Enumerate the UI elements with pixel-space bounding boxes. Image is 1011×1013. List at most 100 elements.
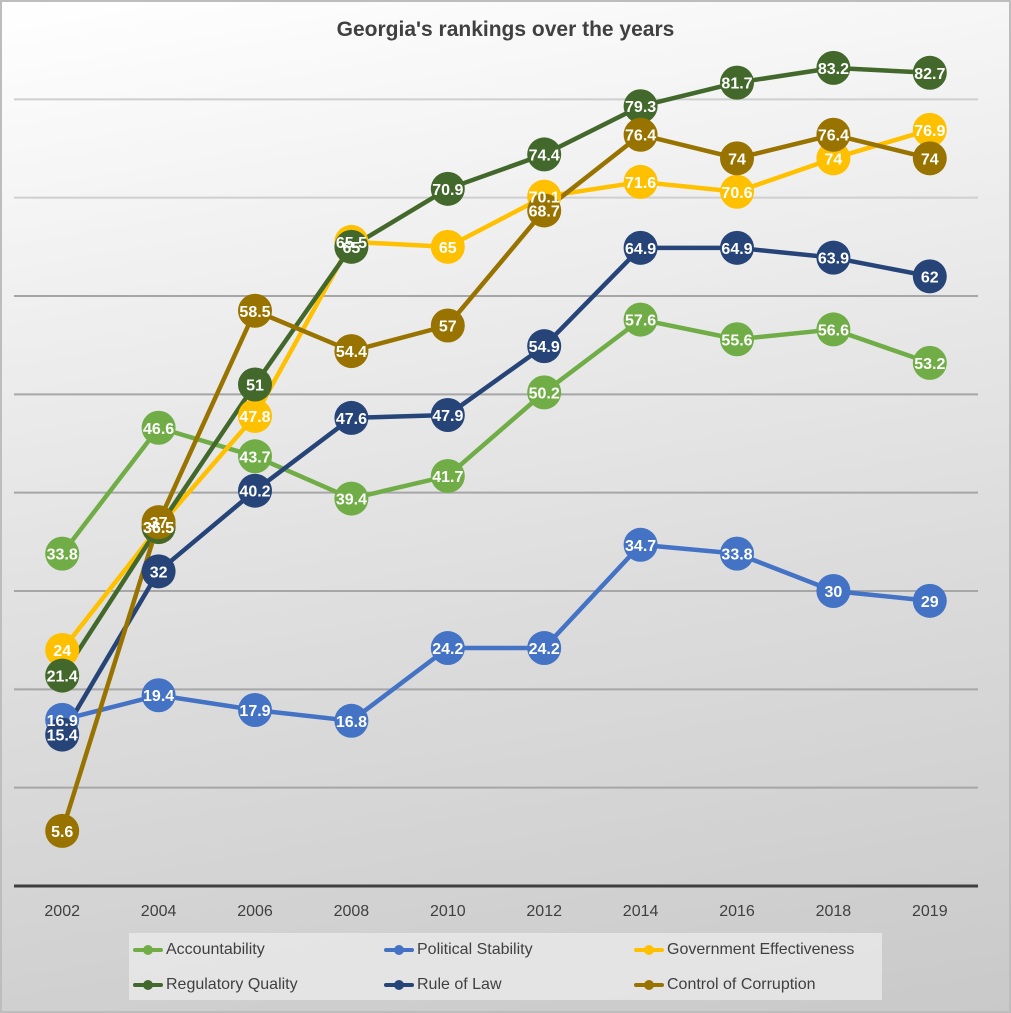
data-label: 41.7 — [432, 469, 463, 486]
data-point — [334, 334, 369, 369]
data-point — [238, 473, 272, 508]
data-label: 74 — [921, 151, 939, 168]
data-point — [334, 400, 369, 435]
series-lines — [60, 65, 931, 832]
data-label: 81.7 — [721, 76, 752, 93]
x-tick-label: 2004 — [141, 903, 177, 920]
legend-item: Political Stability — [382, 939, 533, 961]
data-label: 53.2 — [914, 356, 945, 373]
data-point — [527, 329, 562, 364]
data-label: 24.2 — [432, 641, 463, 658]
data-label: 30 — [825, 584, 843, 601]
data-label: 29 — [921, 594, 939, 611]
series-line-government-effectiveness — [60, 127, 931, 652]
x-tick-label: 2019 — [912, 903, 948, 920]
data-label: 65.5 — [336, 235, 367, 252]
data-point — [912, 55, 947, 90]
data-label: 32 — [150, 564, 168, 581]
gridlines — [14, 98, 978, 789]
data-point — [816, 240, 851, 275]
x-tick-label: 2016 — [719, 903, 755, 920]
data-label: 62 — [921, 269, 939, 286]
data-label: 83.2 — [818, 61, 849, 78]
data-point — [141, 678, 176, 713]
legend-item: Regulatory Quality — [131, 974, 298, 996]
data-label: 33.8 — [47, 547, 78, 564]
legend-swatch — [632, 974, 664, 996]
data-label: 54.9 — [529, 339, 560, 356]
data-label: 24.2 — [529, 641, 560, 658]
x-tick-label: 2012 — [526, 903, 562, 920]
data-label: 43.7 — [239, 449, 270, 466]
data-point — [430, 171, 465, 206]
data-label: 65 — [343, 240, 361, 257]
data-label: 58.5 — [239, 304, 270, 321]
data-point — [141, 505, 176, 540]
data-point — [623, 527, 658, 562]
data-point — [623, 89, 658, 124]
legend-swatch — [382, 974, 414, 996]
data-label: 55.6 — [721, 332, 752, 349]
data-point — [430, 458, 465, 493]
chart-title: Georgia's rankings over the years — [336, 18, 675, 41]
data-label: 34.7 — [625, 538, 656, 555]
legend-item: Control of Corruption — [632, 974, 816, 996]
data-label: 36.5 — [143, 520, 174, 537]
legend-item: Accountability — [131, 939, 265, 961]
data-label: 57.6 — [625, 313, 656, 330]
data-point — [45, 633, 80, 667]
data-label: 64.9 — [721, 241, 752, 258]
data-label: 56.6 — [818, 322, 849, 339]
data-point — [720, 65, 754, 100]
data-label: 74 — [728, 151, 746, 168]
data-point — [334, 229, 369, 264]
data-point — [720, 536, 754, 571]
data-label: 19.4 — [143, 688, 174, 705]
data-label: 33.8 — [721, 547, 752, 564]
data-point — [141, 554, 176, 589]
legend-swatch — [131, 939, 163, 961]
data-point — [141, 410, 176, 445]
data-label: 47.6 — [336, 411, 367, 428]
data-point — [912, 112, 947, 147]
data-point — [720, 230, 754, 265]
data-label: 24 — [53, 643, 71, 660]
data-point — [430, 397, 465, 432]
data-label: 68.7 — [529, 203, 560, 220]
data-point — [720, 174, 754, 209]
x-tick-labels: 2002 2004 2006 2008 2010 2012 2014 2016 2018 2019 — [44, 903, 947, 920]
x-tick-label: 2014 — [623, 903, 659, 920]
data-label: 21.4 — [47, 669, 78, 686]
data-labels: 33.8 46.6 43.7 39.4 41.7 50.2 57.6 55.6 56.6 53.2… — [47, 61, 946, 841]
data-point — [238, 367, 272, 402]
series-markers — [45, 50, 947, 848]
data-point — [238, 439, 272, 474]
data-point — [623, 164, 658, 199]
data-point — [816, 312, 851, 347]
data-label: 51 — [246, 378, 264, 395]
legend-label: Regulatory Quality — [166, 976, 298, 993]
legend-label: Control of Corruption — [667, 976, 816, 993]
data-label: 74.4 — [529, 147, 560, 164]
data-point — [238, 398, 272, 433]
data-label: 70.9 — [432, 182, 463, 199]
series-line-regulatory-quality — [60, 65, 930, 677]
data-point — [430, 229, 465, 264]
legend-swatch — [131, 974, 163, 996]
data-label: 16.8 — [336, 714, 367, 731]
data-label: 70.1 — [529, 190, 560, 207]
data-point — [816, 50, 851, 85]
data-point — [45, 717, 80, 752]
x-tick-label: 2010 — [430, 903, 466, 920]
data-label: 37 — [150, 515, 168, 532]
data-label: 47.9 — [432, 408, 463, 425]
data-point — [816, 117, 851, 152]
data-label: 15.4 — [47, 728, 78, 745]
data-label: 16.9 — [47, 713, 78, 730]
series-line-control-of-corruption — [60, 132, 931, 832]
x-tick-label: 2006 — [237, 903, 273, 920]
data-point — [912, 345, 947, 380]
data-point — [912, 583, 947, 618]
data-point — [45, 813, 80, 848]
